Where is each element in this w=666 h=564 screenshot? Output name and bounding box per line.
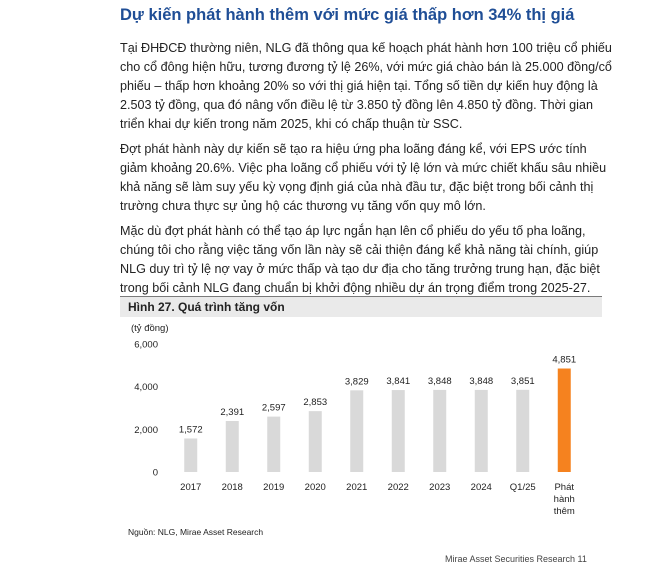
figure-title: Hình 27. Quá trình tăng vốn — [120, 296, 602, 317]
paragraph-dilution: Đợt phát hành này dự kiến sẽ tạo ra hiệu… — [120, 142, 607, 213]
page-footer: Mirae Asset Securities Research 11 — [445, 554, 587, 564]
figure-capital-increase: Hình 27. Quá trình tăng vốn — [120, 296, 606, 524]
paragraph-issuance-plan: Tại ĐHĐCĐ thường niên, NLG đã thông qua … — [120, 41, 612, 131]
paragraph-outlook: Mặc dù đợt phát hành có thể tạo áp lực n… — [120, 224, 600, 295]
source-note: Nguồn: NLG, Mirae Asset Research — [128, 527, 264, 537]
section-heading: Dự kiến phát hành thêm với mức giá thấp … — [120, 6, 575, 24]
